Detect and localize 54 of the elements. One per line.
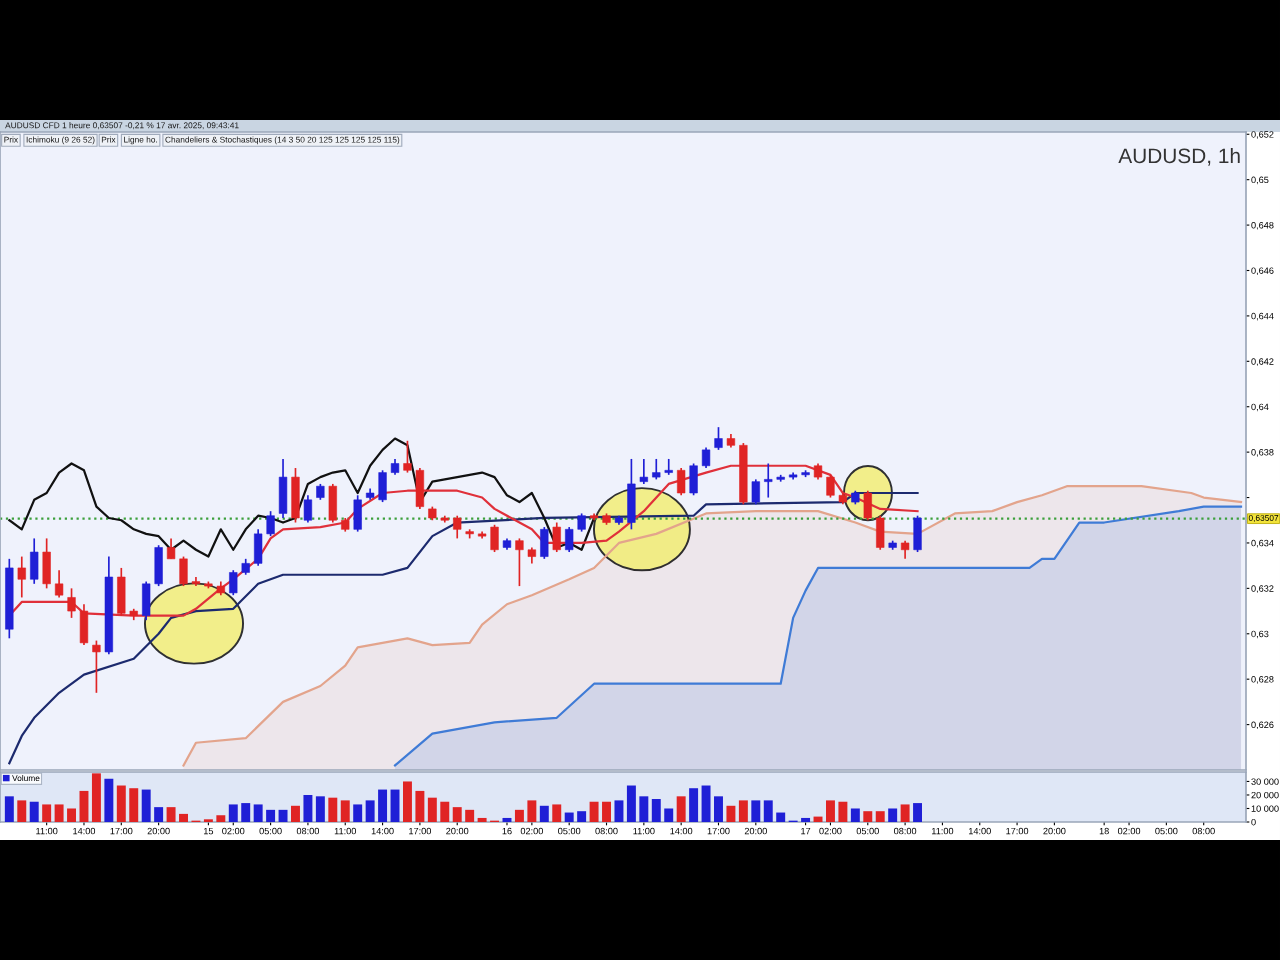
candlestick — [42, 537, 51, 590]
candlestick — [54, 569, 64, 599]
candlestick — [353, 494, 362, 533]
candlestick — [677, 467, 686, 497]
bar — [340, 800, 350, 822]
candlestick — [900, 539, 910, 560]
candlestick — [876, 514, 885, 551]
candlestick — [552, 521, 561, 553]
text: AUDUSD, 1h — [1118, 147, 1240, 166]
candlestick — [751, 478, 760, 506]
candlestick — [913, 514, 922, 553]
candlestick — [291, 467, 300, 524]
bar — [4, 796, 14, 822]
bar — [863, 811, 873, 822]
bar — [303, 794, 313, 822]
bar — [676, 796, 686, 822]
candlestick — [701, 446, 711, 469]
bar — [278, 809, 288, 822]
candlestick — [17, 555, 26, 599]
candlestick — [30, 537, 39, 585]
candlestick — [453, 514, 462, 540]
bar — [614, 800, 624, 822]
line-series — [8, 491, 919, 765]
bar — [291, 805, 300, 822]
candlestick — [303, 494, 313, 524]
bar — [17, 800, 27, 822]
candlestick — [328, 483, 337, 524]
bar — [328, 797, 338, 822]
bar — [539, 805, 549, 822]
bar — [726, 805, 736, 822]
bar — [913, 803, 923, 822]
candlestick — [92, 639, 101, 694]
candlestick — [627, 458, 636, 531]
bar — [552, 804, 562, 822]
bar — [689, 788, 699, 822]
candlestick — [639, 458, 648, 485]
candlestick — [863, 489, 872, 522]
bar — [900, 804, 910, 822]
bar — [738, 800, 748, 822]
bar — [850, 808, 860, 822]
bar — [42, 804, 52, 822]
bar — [91, 773, 101, 822]
candlestick — [714, 426, 723, 451]
bar — [104, 778, 114, 822]
bar — [888, 808, 898, 822]
line-series — [8, 437, 596, 558]
bar — [875, 811, 885, 822]
bar — [751, 800, 761, 822]
candlestick — [278, 458, 288, 519]
bar — [353, 804, 363, 822]
candlestick — [689, 462, 698, 497]
bar — [315, 796, 325, 822]
candlestick — [540, 526, 549, 560]
bar — [29, 801, 39, 822]
